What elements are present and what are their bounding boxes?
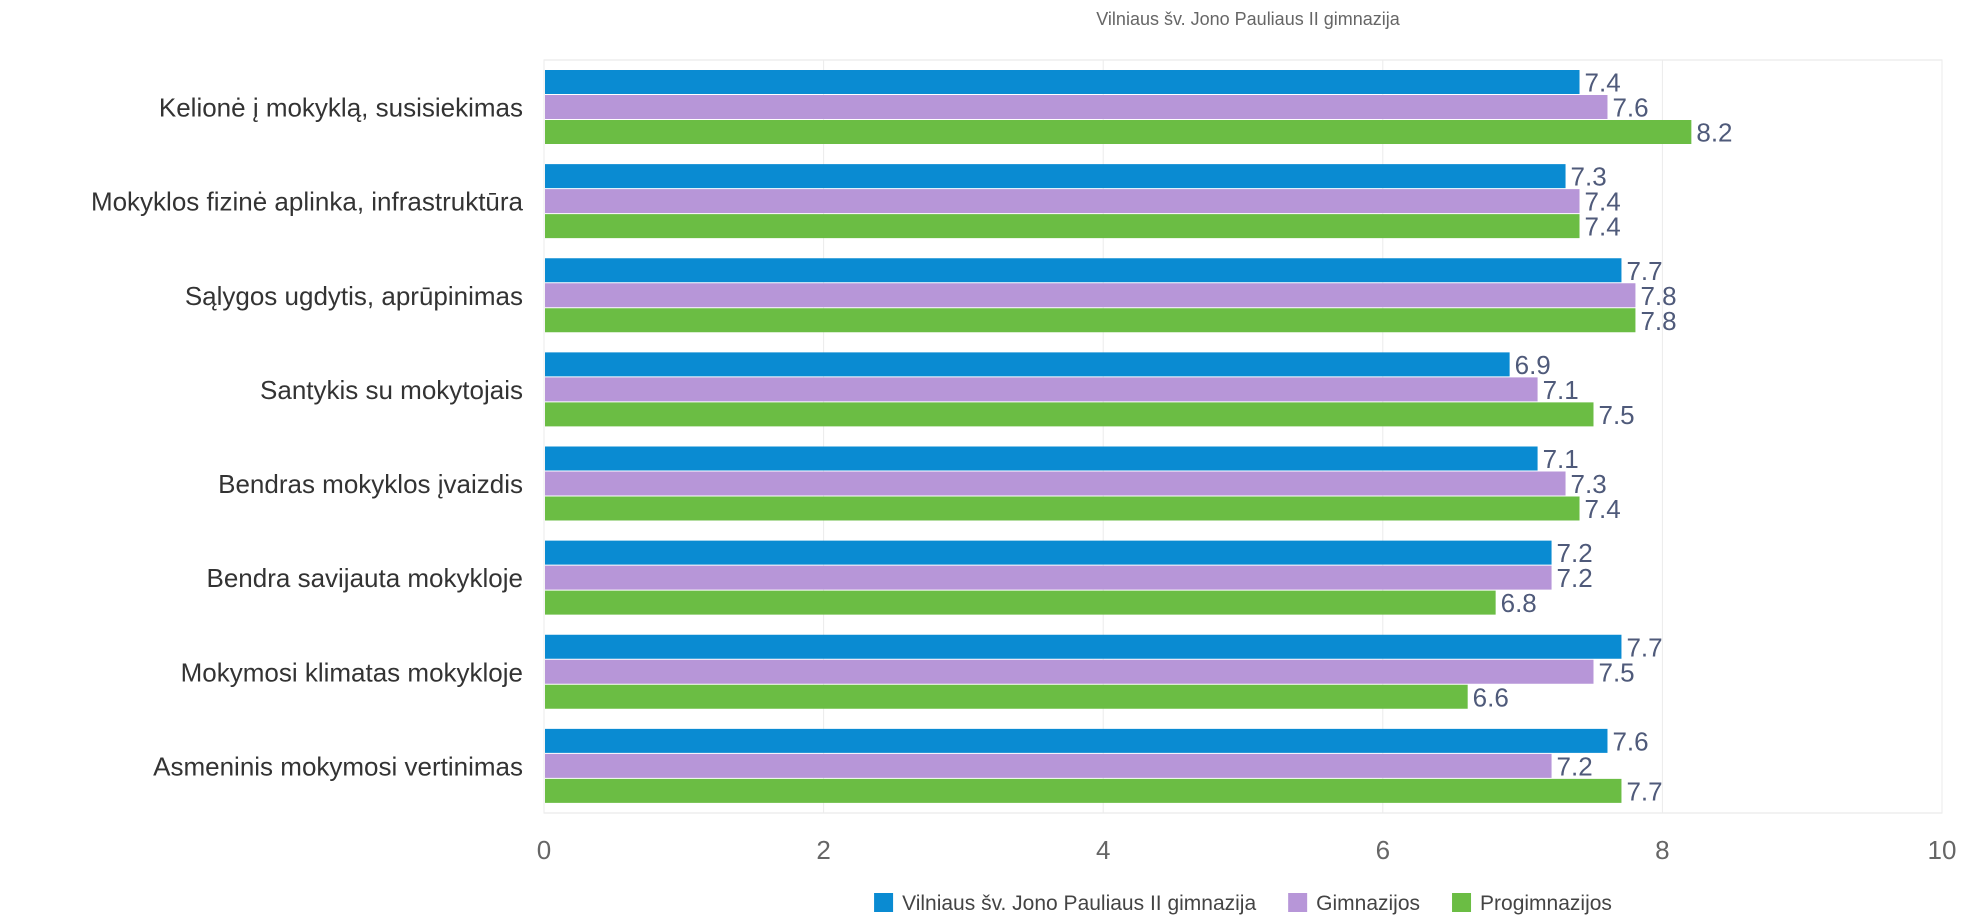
- data-label: 7.3: [1571, 469, 1607, 499]
- bar[interactable]: [545, 70, 1580, 94]
- data-label: 7.7: [1626, 256, 1662, 286]
- category-label: Mokyklos fizinė aplinka, infrastruktūra: [91, 187, 524, 217]
- bar[interactable]: [545, 565, 1552, 590]
- data-label: 7.5: [1599, 657, 1635, 687]
- bar[interactable]: [545, 634, 1622, 659]
- category-label: Santykis su mokytojais: [260, 375, 523, 405]
- bar[interactable]: [545, 471, 1566, 496]
- data-label: 7.6: [1612, 93, 1648, 123]
- bar[interactable]: [545, 778, 1622, 803]
- data-label: 8.2: [1696, 118, 1732, 148]
- data-label: 6.6: [1473, 682, 1509, 712]
- data-label: 7.4: [1585, 212, 1621, 242]
- x-tick-label: 2: [816, 835, 830, 865]
- data-label: 7.2: [1557, 563, 1593, 593]
- bar[interactable]: [545, 283, 1636, 308]
- data-label: 7.1: [1543, 375, 1579, 405]
- data-label: 7.4: [1585, 494, 1621, 524]
- bar[interactable]: [545, 308, 1636, 333]
- bar[interactable]: [545, 402, 1594, 427]
- category-label: Mokymosi klimatas mokykloje: [181, 657, 523, 687]
- bar[interactable]: [545, 377, 1538, 402]
- bar[interactable]: [545, 659, 1594, 684]
- chart-title: Vilniaus šv. Jono Pauliaus II gimnazija: [1096, 9, 1400, 29]
- data-label: 7.4: [1585, 68, 1621, 98]
- value-labels: 7.47.68.27.37.47.47.77.87.86.97.17.57.17…: [1473, 68, 1733, 807]
- legend-label: Gimnazijos: [1316, 892, 1420, 915]
- bar[interactable]: [545, 164, 1566, 189]
- legend-swatch: [1288, 893, 1308, 912]
- legend-label: Progimnazijos: [1480, 892, 1612, 915]
- legend-item[interactable]: Progimnazijos: [1452, 892, 1612, 915]
- data-label: 7.6: [1612, 726, 1648, 756]
- x-tick-label: 0: [537, 835, 551, 865]
- category-label: Bendras mokyklos įvaizdis: [218, 469, 523, 499]
- bar[interactable]: [545, 590, 1496, 615]
- legend-swatch: [874, 893, 894, 912]
- data-label: 6.9: [1515, 350, 1551, 380]
- data-label: 7.4: [1585, 187, 1621, 217]
- x-axis-ticks: 0 2 4 6 8 10: [537, 835, 1957, 865]
- bar[interactable]: [545, 540, 1552, 565]
- category-labels: Kelionė į mokyklą, susisiekimas Mokyklos …: [91, 93, 524, 782]
- category-label: Asmeninis mokymosi vertinimas: [153, 751, 523, 781]
- data-label: 7.1: [1543, 444, 1579, 474]
- bar[interactable]: [545, 728, 1608, 753]
- bar[interactable]: [545, 258, 1622, 283]
- x-tick-label: 6: [1376, 835, 1390, 865]
- bar[interactable]: [545, 446, 1538, 471]
- bars: [545, 70, 1692, 803]
- data-label: 7.7: [1626, 632, 1662, 662]
- bar[interactable]: [545, 753, 1552, 778]
- bar[interactable]: [545, 496, 1580, 521]
- legend-swatch: [1452, 893, 1472, 912]
- data-label: 6.8: [1501, 588, 1537, 618]
- data-label: 7.8: [1640, 281, 1676, 311]
- bar[interactable]: [545, 352, 1510, 377]
- category-label: Kelionė į mokyklą, susisiekimas: [159, 93, 523, 123]
- data-label: 7.3: [1571, 162, 1607, 192]
- data-label: 7.2: [1557, 751, 1593, 781]
- category-label: Bendra savijauta mokykloje: [207, 563, 524, 593]
- data-label: 7.5: [1599, 400, 1635, 430]
- legend[interactable]: Vilniaus šv. Jono Pauliaus II gimnazija G…: [874, 892, 1612, 915]
- x-tick-label: 10: [1928, 835, 1957, 865]
- data-label: 7.8: [1640, 306, 1676, 336]
- data-label: 7.7: [1626, 776, 1662, 806]
- bar[interactable]: [545, 120, 1692, 144]
- category-label: Sąlygos ugdytis, aprūpinimas: [185, 281, 523, 311]
- bar[interactable]: [545, 214, 1580, 239]
- x-tick-label: 8: [1655, 835, 1669, 865]
- bar[interactable]: [545, 95, 1608, 119]
- legend-item[interactable]: Gimnazijos: [1288, 892, 1420, 915]
- x-tick-label: 4: [1096, 835, 1110, 865]
- legend-item[interactable]: Vilniaus šv. Jono Pauliaus II gimnazija: [874, 892, 1256, 915]
- bar[interactable]: [545, 189, 1580, 214]
- legend-label: Vilniaus šv. Jono Pauliaus II gimnazija: [902, 892, 1256, 915]
- bar[interactable]: [545, 684, 1468, 709]
- data-label: 7.2: [1557, 538, 1593, 568]
